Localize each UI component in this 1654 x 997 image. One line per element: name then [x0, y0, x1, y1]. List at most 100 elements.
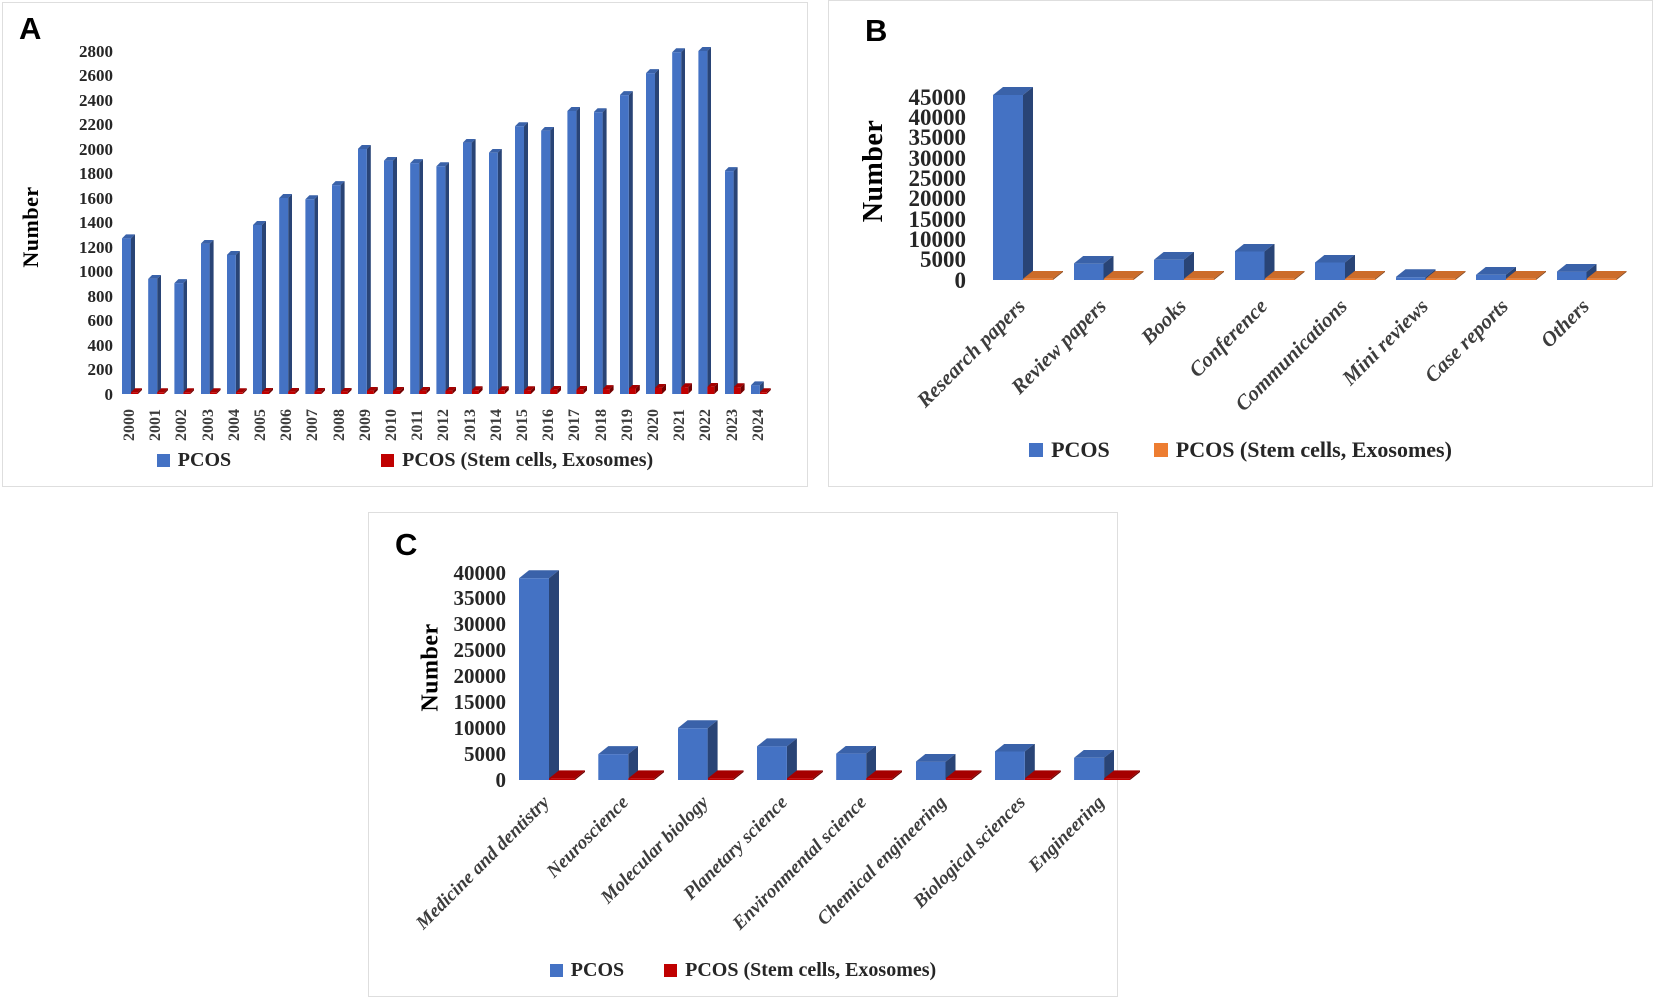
bar-pcos-stem-2	[183, 388, 195, 394]
bar-pcos-20-top-face	[646, 69, 659, 74]
bar-pcos-stem-7-top-face	[1104, 770, 1141, 779]
bar-pcos-1-side-face	[1103, 255, 1114, 280]
bar-pcos-0-front-face	[122, 238, 131, 394]
bar-pcos-23	[724, 167, 738, 395]
bar-pcos-5-top-face	[915, 753, 956, 762]
bar-pcos-stem-3-front-face	[1264, 278, 1295, 280]
x-category-label: 2010	[383, 409, 400, 441]
bar-pcos-12-front-face	[436, 166, 446, 394]
bar-pcos-stem-4-front-face	[235, 392, 243, 394]
bar-pcos-1-top-face	[148, 274, 162, 279]
bar-pcos-22-front-face	[698, 51, 708, 394]
panel-c-letter: C	[395, 527, 418, 562]
legend-item-pcos-stem: PCOS (Stem cells, Exosomes)	[381, 449, 653, 472]
bar-pcos-7-side-face	[1104, 749, 1115, 780]
x-category-label: 2000	[121, 409, 138, 441]
bar-pcos-8-top-face	[331, 181, 345, 186]
bar-pcos-19	[619, 91, 633, 394]
bar-pcos-stem-8-front-face	[340, 391, 348, 394]
bar-pcos-stem-11-side-face	[426, 386, 431, 394]
legend-item-pcos-stem: PCOS (Stem cells, Exosomes)	[1153, 437, 1452, 463]
chart-legend: PCOS PCOS (Stem cells, Exosomes)	[3, 449, 807, 472]
bar-pcos-stem-0-top-face	[131, 388, 142, 393]
bar-pcos-2-front-face	[174, 283, 184, 394]
bar-pcos-stem-7-side-face	[1130, 770, 1141, 780]
bar-pcos-stem-13-top-face	[471, 386, 483, 391]
bar-pcos-17	[567, 107, 581, 394]
x-category-label: 2002	[173, 409, 191, 441]
bar-pcos-stem-20-front-face	[655, 387, 662, 394]
bar-pcos-stem-8-top-face	[340, 387, 352, 392]
bar-pcos-stem-22-front-face	[707, 386, 715, 395]
bar-pcos-2-side-face	[707, 720, 718, 780]
x-category-label: 2013	[461, 409, 479, 441]
bar-pcos-stem-0-front-face	[549, 778, 575, 780]
bar-pcos-6-front-face	[279, 198, 289, 394]
bar-pcos-stem-8	[340, 387, 352, 395]
bar-pcos-0-top-face	[993, 87, 1033, 95]
bar-pcos-stem-15	[524, 386, 535, 394]
y-axis-tick-label: 600	[87, 311, 114, 330]
bar-pcos-stem-2-front-face	[707, 778, 734, 780]
bar-pcos-stem-4-side-face	[892, 770, 903, 780]
bar-pcos-stem-7	[1586, 270, 1627, 280]
bar-pcos-5-front-face	[1395, 277, 1426, 280]
bar-pcos-6-side-face	[1506, 266, 1516, 280]
x-category-label: 2003	[199, 409, 217, 441]
bar-pcos-stem-24-front-face	[759, 392, 767, 394]
bar-pcos-stem-5-front-face	[945, 778, 972, 780]
bar-pcos-24-side-face	[759, 381, 764, 394]
bar-pcos-stem-3	[786, 770, 823, 780]
bar-pcos-stem-5	[945, 770, 982, 780]
bar-pcos-7-side-face	[1586, 263, 1597, 280]
bar-pcos-13	[462, 138, 476, 394]
y-axis-tick-label: 400	[87, 335, 114, 355]
bar-pcos-stem-4-top-face	[1345, 270, 1385, 279]
bar-pcos-0	[993, 87, 1033, 280]
bar-pcos-10-side-face	[393, 156, 397, 394]
bar-pcos-stem-10-side-face	[400, 386, 404, 394]
bar-pcos-stem-9	[366, 386, 378, 394]
bar-pcos-3-front-face	[200, 243, 210, 394]
x-category-label: 2005	[252, 409, 269, 441]
bar-pcos-stem-2-front-face	[183, 392, 191, 394]
bar-pcos-5	[253, 221, 266, 394]
bar-pcos-23-top-face	[724, 167, 738, 172]
bar-pcos-6	[1476, 266, 1516, 280]
bar-pcos-24-top-face	[750, 381, 764, 386]
y-axis-tick-label: 30000	[453, 612, 507, 637]
bar-pcos-stem-3-top-face	[1264, 270, 1305, 279]
legend-swatch-pcos	[549, 964, 563, 977]
bar-pcos-stem-1-top-face	[628, 770, 665, 779]
bar-pcos-10-top-face	[384, 156, 397, 161]
bar-pcos-stem-16	[550, 385, 562, 394]
bar-pcos-stem-0-side-face	[575, 770, 585, 780]
bar-pcos-stem-4-side-face	[1375, 270, 1385, 280]
bar-pcos-23-front-face	[724, 171, 734, 395]
bar-pcos-stem-9-top-face	[366, 386, 378, 391]
bar-pcos-16-top-face	[541, 126, 555, 131]
bar-pcos-8	[331, 181, 345, 394]
bar-pcos-4-side-face	[866, 745, 877, 780]
legend-swatch-pcos-stem	[664, 964, 678, 977]
bar-pcos-1-front-face	[148, 278, 158, 395]
y-axis-tick-label: 15000	[453, 689, 507, 714]
bar-pcos-stem-17	[576, 385, 588, 394]
bar-pcos-stem-2-front-face	[1184, 278, 1214, 280]
x-category-label: 2004	[225, 409, 243, 441]
bar-pcos-stem-5-side-face	[971, 770, 982, 780]
bar-pcos-stem-5	[1425, 270, 1466, 280]
bar-pcos-stem-5-side-face	[1455, 270, 1466, 280]
bar-pcos-stem-23-top-face	[733, 383, 745, 388]
bar-pcos-stem-3-side-face	[812, 770, 823, 780]
bar-pcos-stem-6-front-face	[1024, 778, 1051, 780]
bar-pcos-12-top-face	[436, 162, 450, 167]
y-axis-tick-label: 1600	[79, 188, 113, 208]
legend-label: PCOS	[570, 959, 625, 981]
bar-pcos-stem-22-side-face	[714, 382, 719, 395]
bar-pcos-stem-21	[681, 383, 693, 394]
bar-pcos-stem-20	[655, 383, 666, 394]
bar-pcos-2-side-face	[1184, 251, 1194, 280]
bar-pcos-stem-6-top-face	[1506, 270, 1546, 279]
bar-pcos-stem-19-side-face	[635, 384, 640, 394]
